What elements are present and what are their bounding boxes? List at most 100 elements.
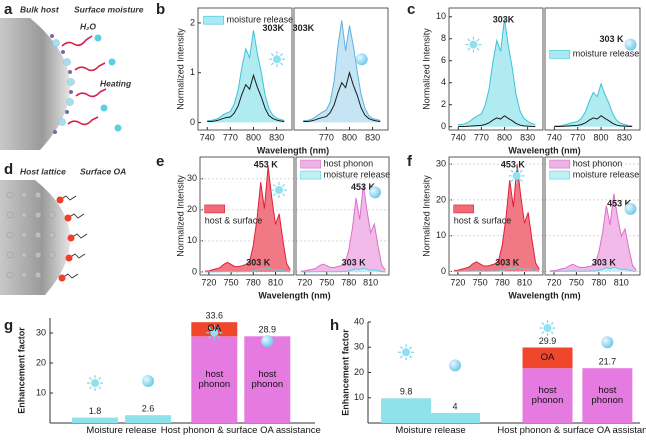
x-tick-label: 750: [319, 277, 334, 287]
icon-core: [512, 171, 521, 180]
sphere-icon: [601, 336, 614, 349]
icon-core: [624, 38, 637, 51]
y-axis-label: Normalized Intensity: [421, 28, 431, 110]
y-tick-label: 30: [187, 173, 197, 183]
line: [550, 193, 637, 272]
sun-icon: [268, 51, 285, 68]
icon-ray: [217, 326, 221, 330]
x-tick-label: 740: [547, 132, 562, 142]
host-body: [0, 18, 71, 150]
y-tick-label: 4: [441, 77, 446, 87]
icon-ray: [519, 178, 523, 182]
x-tick-label: 770: [319, 132, 334, 142]
y-tick-label: 0: [441, 121, 446, 131]
legend-label: moisture release: [227, 15, 294, 25]
panel-label: g: [4, 317, 13, 334]
annotation: 303 K: [342, 258, 367, 268]
x-tick-label: 830: [269, 132, 284, 142]
icon-ray: [510, 169, 514, 173]
area: [454, 164, 540, 272]
icon-core: [624, 202, 637, 215]
x-tick-label: 800: [594, 132, 609, 142]
area: [205, 166, 291, 272]
icon-ray: [541, 321, 545, 325]
x-axis-label: Wavelength (nm): [508, 145, 580, 155]
legend-label: moisture release: [573, 169, 640, 179]
sun-icon: [465, 36, 482, 53]
icon-core: [91, 379, 100, 388]
y-tick-label: 20: [36, 357, 46, 367]
annotation: 303K: [293, 23, 315, 33]
line: [301, 184, 386, 272]
x-tick-label: 750: [224, 277, 239, 287]
legend-label: moisture release: [573, 49, 640, 59]
y-tick-label: 10: [36, 387, 46, 397]
x-tick-label: 740: [451, 132, 466, 142]
icon-ray: [272, 193, 276, 197]
y-axis-label: Normalized Intensity: [175, 28, 185, 110]
icon-ray: [270, 62, 274, 66]
plot-frame: [448, 7, 544, 131]
icon-ray: [217, 335, 221, 339]
value-label: 29.9: [539, 336, 557, 346]
annotation: 303 K: [592, 258, 617, 268]
plot-frame: [199, 156, 295, 276]
plot-frame: [293, 7, 389, 131]
x-axis-label: Wavelength (nm): [258, 290, 330, 300]
icon-ray: [510, 178, 514, 182]
segment-label: OA: [540, 351, 555, 363]
y-tick-label: 10: [436, 230, 446, 240]
bar: [582, 368, 633, 423]
plot-frame: [197, 7, 293, 131]
sphere-icon: [355, 53, 368, 66]
x-tick-label: 720: [546, 277, 561, 287]
legend-label: host & surface: [454, 215, 512, 225]
icon-ray: [282, 183, 286, 187]
category-label: Moisture release: [86, 425, 157, 436]
category-label: Host phonon & surface OA assistance: [160, 425, 321, 436]
area: [550, 193, 637, 272]
diagram-text: Surface OA: [80, 166, 126, 176]
y-tick-label: 40: [354, 316, 364, 326]
annotation: 303 K: [599, 34, 624, 44]
line: [454, 164, 540, 271]
y-tick-label: 10: [354, 392, 364, 402]
diagram-d: d Host lattice Surface OA: [0, 161, 126, 295]
sphere-icon: [369, 186, 382, 199]
plot-frame: [544, 156, 641, 276]
sphere-icon: [142, 375, 155, 387]
value-label: 4: [453, 401, 458, 411]
y-tick-label: 20: [436, 194, 446, 204]
x-tick-label: 780: [341, 277, 356, 287]
legend-swatch: [204, 204, 225, 214]
annotation: 453 K: [351, 182, 376, 192]
y-tick-label: 6: [441, 55, 446, 65]
annotation: 453 K: [607, 199, 632, 209]
icon-ray: [541, 331, 545, 335]
line: [205, 267, 291, 273]
x-tick-label: 810: [614, 277, 629, 287]
bar: [72, 417, 119, 423]
legend-swatch: [453, 204, 475, 214]
y-tick-label: 10: [187, 235, 197, 245]
legend-label: host phonon: [324, 158, 374, 168]
icon-ray: [98, 386, 102, 390]
y-tick-label: 8: [441, 33, 446, 43]
area: [303, 20, 381, 123]
line: [205, 166, 291, 272]
value-label: 33.6: [206, 311, 224, 321]
plot-frame: [544, 7, 641, 131]
line: [301, 267, 386, 273]
icon-core: [142, 375, 155, 387]
legend-swatch: [549, 50, 571, 59]
bar-label: host phonon: [591, 384, 624, 407]
x-tick-label: 770: [474, 132, 489, 142]
x-tick-label: 800: [342, 132, 357, 142]
line: [458, 18, 536, 126]
icon-ray: [98, 377, 102, 380]
moisture-dots: [52, 39, 75, 126]
icon-core: [449, 359, 462, 372]
panel-label: b: [156, 1, 165, 18]
